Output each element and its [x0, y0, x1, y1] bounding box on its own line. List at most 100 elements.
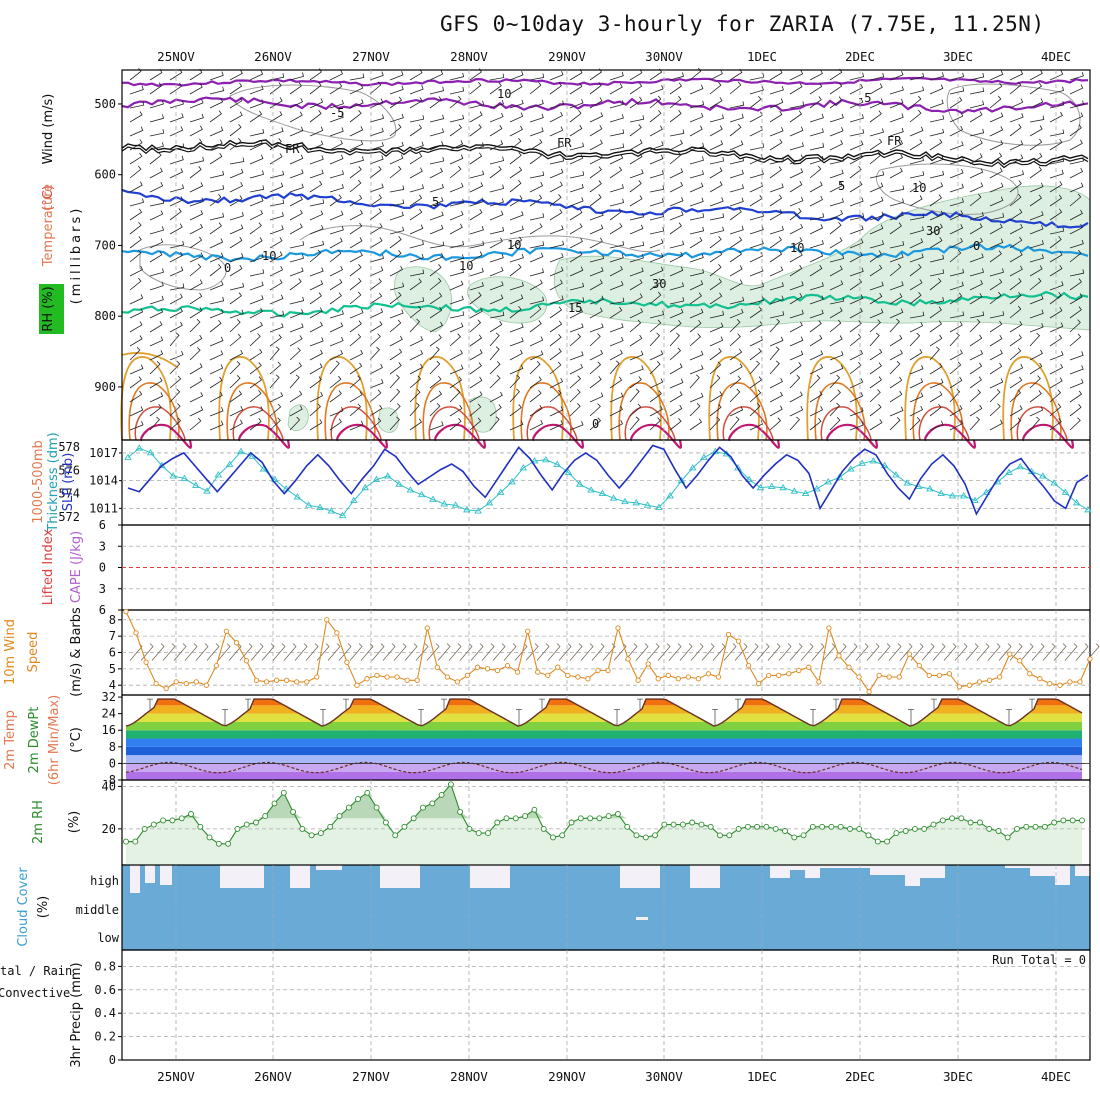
wind-barb	[249, 140, 264, 151]
wind-barb	[449, 140, 464, 151]
wind-barb	[1049, 180, 1063, 193]
thickness-point	[180, 474, 189, 481]
wind-barb	[889, 406, 904, 417]
wind-barb	[809, 282, 824, 291]
wind-barb	[289, 416, 301, 431]
wind-barb-10m	[316, 643, 330, 661]
date-label-top: 27NOV	[352, 49, 390, 64]
wind-barb	[249, 170, 264, 179]
wind-barb	[349, 166, 362, 179]
wind-barb	[489, 416, 500, 431]
wind-barb	[149, 151, 162, 165]
thickness-point	[338, 511, 347, 519]
rh-point	[401, 823, 408, 830]
wind-barb	[529, 296, 545, 305]
wind-barb	[389, 416, 400, 431]
wind-barb	[1069, 157, 1085, 165]
wind-barb	[189, 197, 204, 207]
wind-barb	[1009, 389, 1022, 403]
wind-barb	[669, 240, 685, 249]
rh-point	[921, 825, 928, 832]
wind-speed-point	[253, 677, 260, 683]
wind-barb	[809, 113, 824, 123]
wind-barb	[129, 139, 143, 151]
wind-barb	[809, 142, 825, 151]
rh-point	[123, 838, 129, 845]
wind-barb	[909, 72, 925, 81]
wind-barb	[209, 139, 223, 151]
date-label-top: 26NOV	[254, 49, 292, 64]
wind-speed-point	[213, 662, 220, 669]
wind-barb	[1009, 417, 1022, 431]
wind-barb	[729, 333, 741, 347]
tick-label: 5	[109, 662, 116, 676]
wind-barb	[329, 139, 343, 151]
wind-barb	[269, 374, 280, 389]
wind-barb	[449, 72, 465, 81]
wind-barb	[729, 296, 745, 305]
wind-barb	[729, 140, 744, 151]
wind-barb	[669, 363, 683, 375]
rh2m-unit-label: (%)	[67, 811, 82, 834]
wind-barb	[589, 267, 604, 277]
wind-barb	[1009, 208, 1023, 221]
rh-point	[271, 800, 278, 807]
wind-barb	[529, 73, 545, 81]
wind-barb	[469, 100, 485, 109]
wind-barb-10m	[976, 643, 990, 661]
wind-barb	[409, 152, 423, 165]
wind-barb	[689, 292, 702, 305]
wind-barb	[389, 374, 400, 389]
wind-barb	[329, 390, 342, 403]
rh-point	[958, 815, 965, 822]
wind-barb	[469, 349, 483, 361]
wind-barb	[489, 391, 503, 403]
wind-barb	[689, 213, 705, 221]
wind-barb	[969, 139, 983, 151]
wind-barb	[229, 236, 243, 249]
wind-barb	[489, 184, 505, 193]
wind-barb	[329, 99, 344, 109]
wind-barb	[869, 224, 884, 235]
wind-barb	[189, 99, 204, 109]
wind-barb	[969, 404, 983, 417]
wind-barb	[449, 114, 465, 123]
wind-barb	[529, 181, 544, 193]
wind-barb	[349, 126, 364, 137]
wind-barb	[449, 254, 464, 263]
wind-barb	[909, 139, 923, 151]
wind-barb	[269, 199, 285, 207]
wind-barb	[289, 111, 303, 123]
wind-barb	[589, 333, 601, 347]
wind-barb	[349, 209, 363, 221]
wind-barb	[869, 332, 880, 347]
wind-barb	[829, 198, 844, 207]
thickness-point	[948, 492, 957, 499]
cloud-gap	[770, 865, 790, 878]
wind-barb	[1049, 194, 1063, 207]
wind-speed-point	[916, 662, 922, 669]
wind-barb	[409, 349, 424, 361]
wind-barb	[489, 156, 505, 165]
wind-barb	[749, 225, 764, 235]
wind-barb	[449, 376, 463, 389]
wind-barb-10m	[272, 643, 286, 661]
thickness-point	[835, 473, 844, 480]
wind-barb	[229, 168, 244, 179]
wind-barb	[349, 375, 361, 389]
rh-point	[392, 832, 399, 839]
wind-barb	[549, 194, 562, 207]
thickness-point	[813, 485, 821, 492]
wind-barb	[989, 223, 1003, 235]
wind-barb	[649, 378, 664, 389]
wind-barb	[929, 84, 944, 95]
wind-barb	[189, 319, 201, 333]
wind-barb	[709, 97, 723, 109]
wind-barb-10m	[745, 643, 759, 661]
wind-barb-10m	[140, 643, 154, 661]
wind-speed-point	[1027, 671, 1033, 677]
wind-barb	[669, 251, 684, 263]
wind-barb	[269, 182, 284, 193]
wind-barb	[789, 321, 803, 333]
wind-barb	[549, 306, 563, 319]
